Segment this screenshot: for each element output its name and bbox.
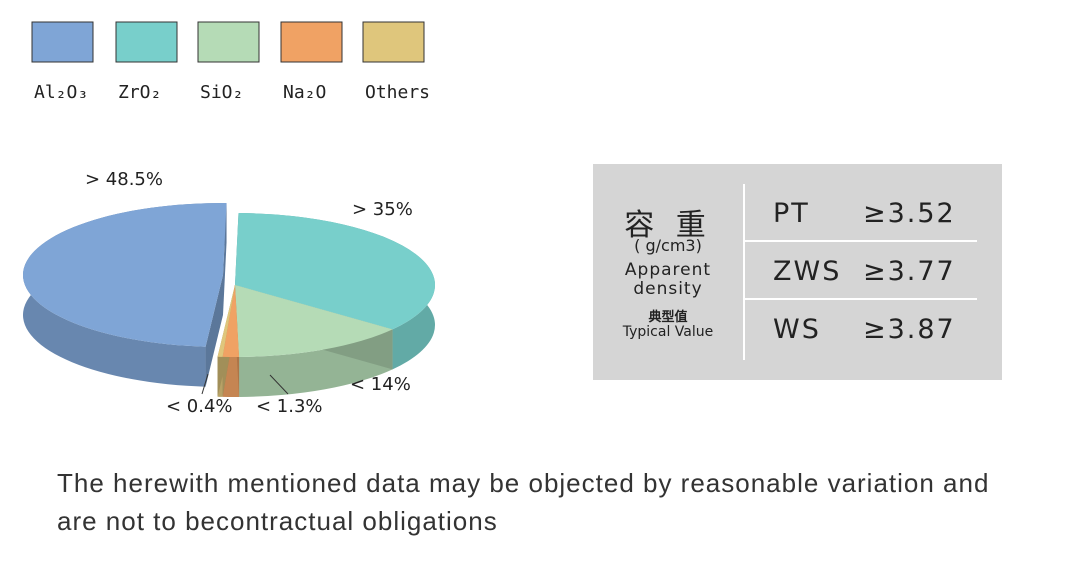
leader-line [269,374,289,395]
table-label-en: Apparent [624,260,712,280]
slice-label: < 1.3% [256,396,323,417]
row-value: ≥3.87 [863,314,956,345]
slice-label: < 14% [350,374,411,395]
table-unit: ( g/cm3) [634,236,702,255]
legend-label: ZrO₂ [118,82,161,103]
legend-swatch [31,21,94,63]
table-label-typical: Typical Value [622,324,714,340]
row-divider [745,298,977,300]
slice-face [205,275,223,387]
legend-label: Na₂O [283,82,326,103]
table-row: ZWS ≥3.77 [745,242,977,298]
pie-slice [217,285,235,357]
slice-label: > 48.5% [85,169,163,190]
slice-face [223,203,227,315]
table-title: 容 重 [624,208,712,243]
legend-swatch [115,21,178,63]
chart: Al₂O₃ ZrO₂ SiO₂ Na₂O Others > 48.5% > 35% < 14%… [22,21,436,417]
table-label-cn: 典型值 [648,310,688,325]
legend-label: Others [365,82,430,103]
row-value: ≥3.52 [863,198,956,229]
row-grade: PT [773,198,810,229]
row-divider [745,240,977,242]
density-table: 容 重 ( g/cm3) Apparent density 典型值 Typica… [593,164,1002,380]
footnote: The herewith mentioned data may be objec… [57,468,990,536]
leader-line [201,373,209,395]
table-row: PT ≥3.52 [745,184,977,240]
legend-swatch [280,21,343,63]
legend-label: SiO₂ [200,82,243,103]
row-value: ≥3.77 [863,256,956,287]
slice-label: < 0.4% [166,396,233,417]
pie-slice [235,285,393,357]
pie-slice [222,285,240,357]
slice-label: > 35% [352,199,413,220]
table-row: WS ≥3.87 [745,300,977,356]
pie-slice [23,202,227,347]
legend-label: Al₂O₃ [34,82,88,103]
legend-swatch [197,21,260,63]
row-grade: WS [773,314,821,345]
divider [743,184,745,360]
row-grade: ZWS [773,256,842,287]
table-label: 容 重 ( g/cm3) Apparent density 典型值 Typica… [593,164,743,380]
pie-slice [235,213,436,330]
table-label-en: density [633,279,703,299]
legend-swatch [362,21,425,63]
